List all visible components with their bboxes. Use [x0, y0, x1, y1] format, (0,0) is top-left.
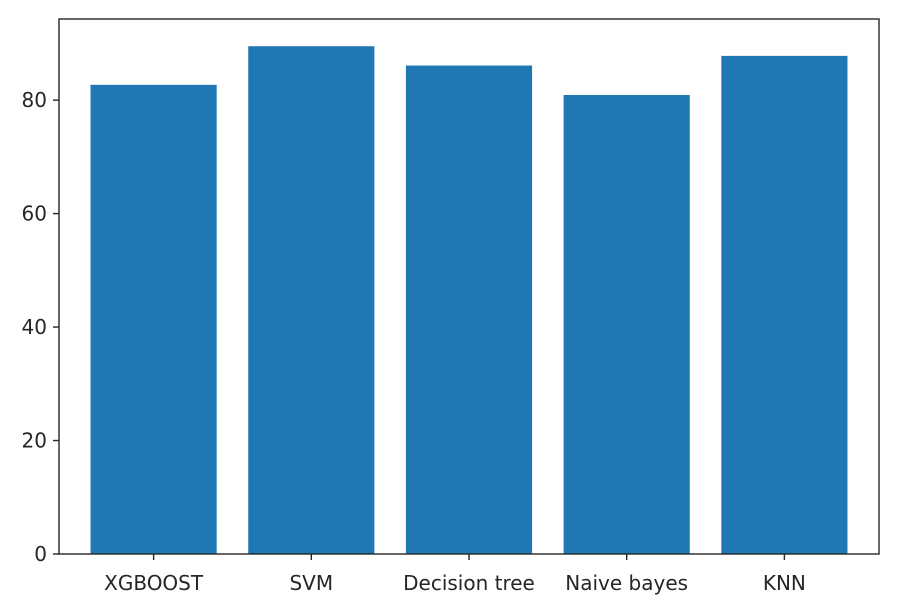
- y-axis: 0 20 40 60 80: [22, 88, 59, 566]
- y-tick-label: 20: [22, 429, 47, 453]
- x-tick-label: XGBOOST: [104, 571, 204, 595]
- bar-xgboost: [90, 84, 217, 554]
- bar-knn: [721, 55, 848, 555]
- y-tick-label: 60: [22, 202, 47, 226]
- x-tick-label: Decision tree: [403, 571, 535, 595]
- plot-frame: [58, 18, 880, 555]
- x-tick-label: SVM: [289, 571, 333, 595]
- x-tick-label: KNN: [763, 571, 806, 595]
- x-axis: XGBOOST SVM Decision tree Naive bayes KNN: [104, 554, 806, 595]
- bar-svm: [248, 46, 375, 554]
- y-tick-label: 40: [22, 315, 47, 339]
- y-tick-label: 80: [22, 88, 47, 112]
- bar-naive-bayes: [563, 95, 690, 555]
- x-tick-label: Naive bayes: [565, 571, 688, 595]
- bars-layer: [90, 46, 848, 555]
- y-tick-label: 0: [34, 542, 47, 566]
- bar-decision-tree: [405, 65, 533, 555]
